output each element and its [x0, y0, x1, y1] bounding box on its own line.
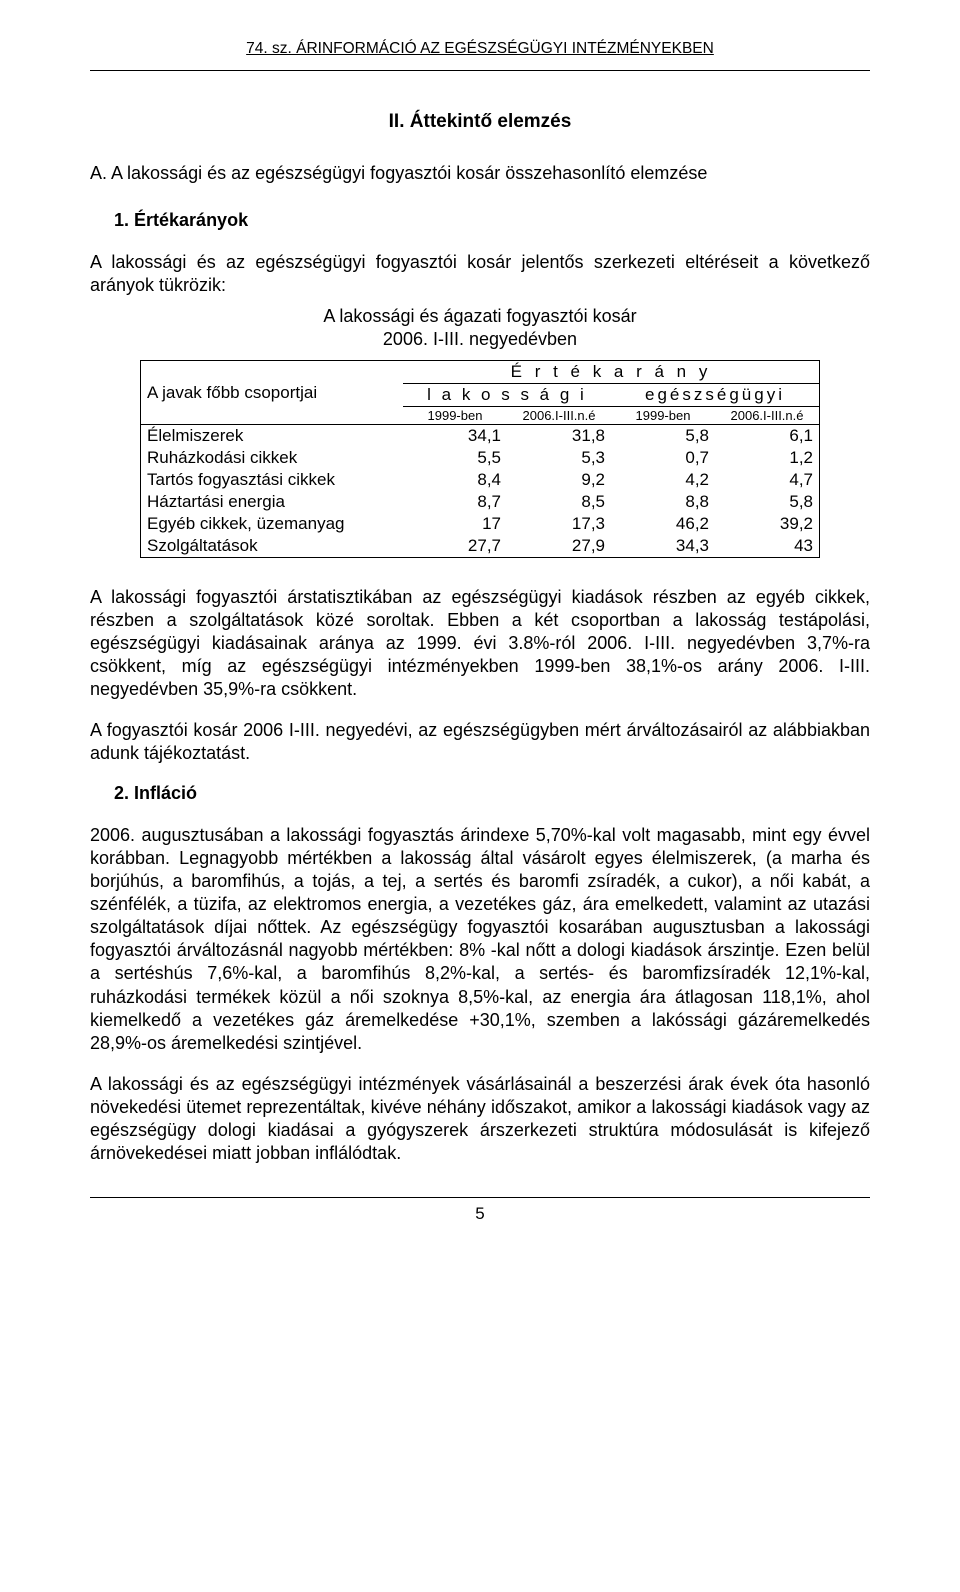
paragraph-2: A fogyasztói kosár 2006 I-III. negyedévi… [90, 719, 870, 765]
row-label: Tartós fogyasztási cikkek [141, 469, 404, 491]
subsection-2: 2. Infláció [90, 783, 870, 804]
running-header: 74. sz. ÁRINFORMÁCIÓ AZ EGÉSZSÉGÜGYI INT… [90, 40, 870, 58]
cell: 17,3 [507, 513, 611, 535]
cell: 1,2 [715, 447, 820, 469]
row-header-title: A javak főbb csoportjai [141, 361, 404, 425]
cell: 17 [403, 513, 507, 535]
cell: 27,9 [507, 535, 611, 558]
table-row: Tartós fogyasztási cikkek 8,4 9,2 4,2 4,… [141, 469, 820, 491]
paragraph-3: 2006. augusztusában a lakossági fogyaszt… [90, 824, 870, 1054]
cell: 43 [715, 535, 820, 558]
paragraph-4: A lakossági és az egészségügyi intézmény… [90, 1073, 870, 1165]
cell: 4,2 [611, 469, 715, 491]
lead-paragraph: A lakossági és az egészségügyi fogyasztó… [90, 251, 870, 297]
row-label: Háztartási energia [141, 491, 404, 513]
col-header-0: 1999-ben [403, 407, 507, 425]
table-row: Ruházkodási cikkek 5,5 5,3 0,7 1,2 [141, 447, 820, 469]
table-caption-line2: 2006. I-III. negyedévben [383, 329, 577, 349]
table-row: Élelmiszerek 34,1 31,8 5,8 6,1 [141, 425, 820, 448]
group-header: É r t é k a r á n y [403, 361, 820, 384]
row-label: Egyéb cikkek, üzemanyag [141, 513, 404, 535]
cell: 5,5 [403, 447, 507, 469]
col-header-2: 1999-ben [611, 407, 715, 425]
cell: 27,7 [403, 535, 507, 558]
cell: 5,3 [507, 447, 611, 469]
cell: 39,2 [715, 513, 820, 535]
col-header-3: 2006.I-III.n.é [715, 407, 820, 425]
header-rule [90, 70, 870, 71]
subsection-A-text: A lakossági és az egészségügyi fogyasztó… [111, 163, 707, 183]
row-label: Élelmiszerek [141, 425, 404, 448]
table-caption-line1: A lakossági és ágazati fogyasztói kosár [323, 306, 636, 326]
paragraph-1: A lakossági fogyasztói árstatisztikában … [90, 586, 870, 701]
value-ratio-table: A javak főbb csoportjai É r t é k a r á … [140, 360, 820, 558]
cell: 8,8 [611, 491, 715, 513]
row-label: Ruházkodási cikkek [141, 447, 404, 469]
table-row: Egyéb cikkek, üzemanyag 17 17,3 46,2 39,… [141, 513, 820, 535]
subsection-A: A. A lakossági és az egészségügyi fogyas… [90, 163, 870, 184]
subsection-1: 1. Értékarányok [90, 210, 870, 231]
cell: 46,2 [611, 513, 715, 535]
cell: 8,5 [507, 491, 611, 513]
cell: 6,1 [715, 425, 820, 448]
document-page: 74. sz. ÁRINFORMÁCIÓ AZ EGÉSZSÉGÜGYI INT… [0, 0, 960, 1254]
col-header-1: 2006.I-III.n.é [507, 407, 611, 425]
cell: 34,1 [403, 425, 507, 448]
subheader-lakossagi: l a k o s s á g i [403, 384, 611, 407]
cell: 0,7 [611, 447, 715, 469]
cell: 8,4 [403, 469, 507, 491]
table-row: Szolgáltatások 27,7 27,9 34,3 43 [141, 535, 820, 558]
cell: 8,7 [403, 491, 507, 513]
cell: 5,8 [611, 425, 715, 448]
section-title: II. Áttekintő elemzés [90, 111, 870, 133]
subheader-egeszsegugyi: egészségügyi [611, 384, 820, 407]
cell: 5,8 [715, 491, 820, 513]
cell: 31,8 [507, 425, 611, 448]
footer-rule [90, 1197, 870, 1198]
cell: 4,7 [715, 469, 820, 491]
cell: 9,2 [507, 469, 611, 491]
row-label: Szolgáltatások [141, 535, 404, 558]
page-number: 5 [90, 1204, 870, 1224]
table-caption: A lakossági és ágazati fogyasztói kosár … [90, 305, 870, 350]
subsection-A-label: A. [90, 163, 107, 183]
table-row: Háztartási energia 8,7 8,5 8,8 5,8 [141, 491, 820, 513]
cell: 34,3 [611, 535, 715, 558]
